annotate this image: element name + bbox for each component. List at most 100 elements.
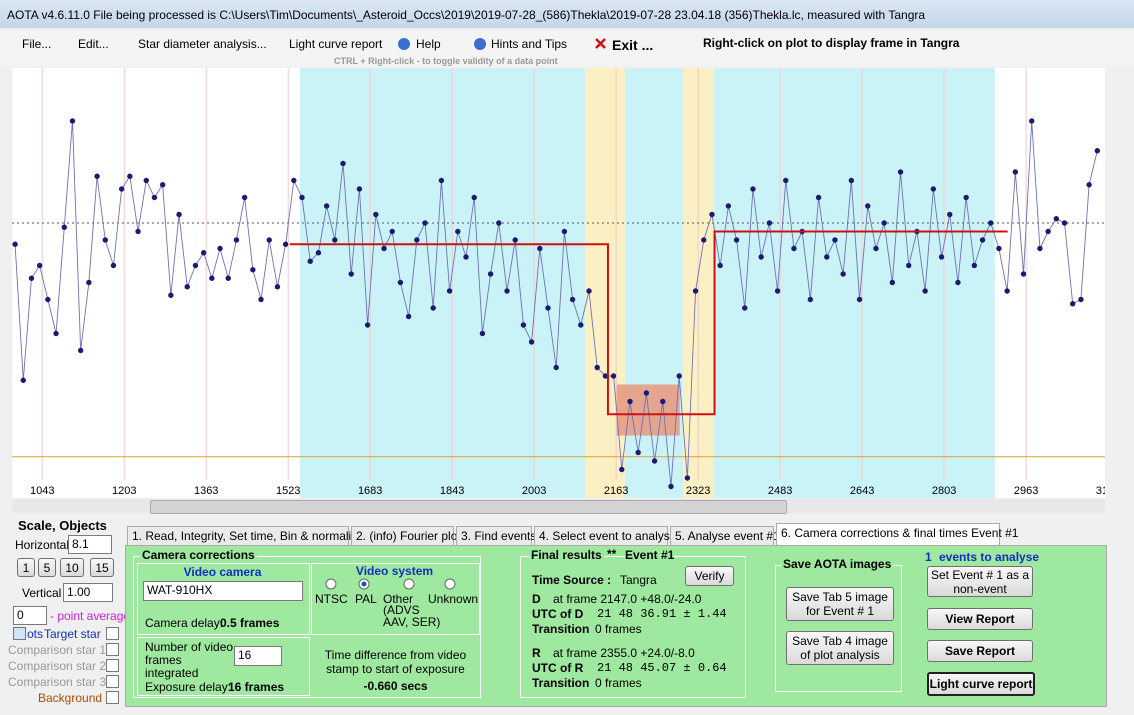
frames-select[interactable]: 16: [234, 646, 282, 666]
label: 1: [925, 550, 932, 564]
data-point: [94, 173, 100, 179]
vertical-input[interactable]: 1.00: [63, 583, 113, 602]
data-point: [766, 220, 773, 226]
save-report-button[interactable]: Save Report: [927, 640, 1033, 662]
menu-item[interactable]: File...: [22, 37, 52, 51]
menu-item[interactable]: Light curve report: [289, 37, 383, 51]
data-point: [315, 250, 322, 256]
data-point: [758, 254, 764, 260]
data-point: [676, 373, 682, 379]
data-point: [69, 118, 76, 124]
data-point: [1070, 301, 1076, 307]
radio-label[interactable]: Unknown: [428, 592, 479, 606]
title-bar: [0, 0, 1134, 28]
data-point: [496, 220, 502, 226]
plot-hint: Right-click on plot to display frame in …: [703, 36, 960, 50]
data-point: [176, 211, 182, 218]
data-point: [733, 237, 740, 243]
checkbox[interactable]: [106, 675, 119, 688]
radios[interactable]: [311, 577, 478, 591]
camera-select[interactable]: WAT-910HX: [143, 581, 303, 601]
radio-label[interactable]: Other: [383, 592, 414, 606]
data-point: [1061, 220, 1068, 226]
lc-report-button[interactable]: Light curve report: [927, 672, 1035, 696]
menu-item[interactable]: Hints and Tips: [491, 37, 568, 51]
data-point: [635, 449, 641, 456]
data-point: [118, 186, 125, 192]
data-point: [36, 262, 43, 269]
checkbox[interactable]: [106, 691, 119, 704]
checkbox[interactable]: [106, 643, 119, 656]
window-title: AOTA v4.6.11.0 File being processed is C…: [7, 8, 926, 22]
scale-button[interactable]: 10: [60, 558, 84, 577]
data-point: [922, 288, 928, 294]
horizontal-input[interactable]: 8.1: [68, 535, 112, 554]
data-point: [282, 241, 289, 247]
light-curve-plot[interactable]: 1043 1203 1363 1523 1683 1843 2003 2163 2323 2483…: [12, 68, 1105, 498]
data-point: [159, 182, 166, 188]
group-box: [137, 563, 310, 635]
data-point: [840, 271, 846, 277]
data-point: [569, 296, 576, 303]
label: Time Source :: [532, 573, 612, 587]
radio-label[interactable]: PAL: [355, 592, 377, 606]
radio-label[interactable]: NTSC: [315, 592, 348, 606]
data-point: [791, 245, 797, 252]
checkbox[interactable]: [106, 627, 119, 640]
data-point: [356, 186, 363, 192]
data-point: [610, 373, 617, 379]
scale-button[interactable]: 5: [38, 558, 56, 577]
data-point: [684, 475, 691, 481]
data-point: [1094, 148, 1101, 154]
value: Tangra: [620, 573, 657, 587]
data-point: [151, 194, 158, 201]
label: Transition: [532, 622, 590, 636]
value: -0.660 secs: [363, 679, 428, 693]
data-point: [438, 177, 445, 184]
data-point: [881, 220, 887, 226]
x-tick-label: 1843: [440, 485, 464, 497]
tab[interactable]: 1. Read, Integrity, Set time, Bin & norm…: [127, 526, 364, 545]
menu-item[interactable]: Exit ...: [612, 37, 654, 53]
tab[interactable]: 3. Find events: [456, 526, 536, 545]
menu-item[interactable]: Help: [416, 37, 441, 51]
group-box: [133, 556, 481, 698]
data-point: [381, 245, 387, 252]
verify-button[interactable]: Verify: [685, 566, 734, 586]
non-event-button[interactable]: Set Event # 1 as a non-event: [927, 566, 1033, 597]
data-point: [1012, 169, 1019, 175]
view-report-button[interactable]: View Report: [927, 608, 1033, 630]
menu-item[interactable]: Star diameter analysis...: [138, 37, 267, 51]
tab[interactable]: 4. Select event to analyse: [534, 526, 676, 545]
checkbox[interactable]: [13, 627, 26, 640]
data-point: [241, 194, 248, 201]
tab[interactable]: 2. (info) Fourier plot: [351, 526, 461, 545]
scale-button[interactable]: 1: [17, 558, 35, 577]
save-tab5-button[interactable]: Save Tab 5 image for Event # 1: [786, 587, 894, 621]
point-average-select[interactable]: 0: [13, 606, 47, 625]
data-point: [1029, 118, 1035, 124]
hints-icon: [474, 38, 486, 50]
label: Horizontal: [15, 538, 70, 552]
menu-item[interactable]: Edit...: [78, 37, 109, 51]
data-point: [340, 160, 346, 167]
tab[interactable]: 5. Analyse event #1: [670, 526, 780, 545]
data-point: [307, 258, 313, 264]
data-point: [28, 275, 35, 281]
scale-button[interactable]: 15: [90, 558, 114, 577]
label: D: [532, 592, 541, 606]
data-point: [709, 211, 715, 218]
tab-active[interactable]: 6. Camera corrections & final times Even…: [776, 523, 1018, 545]
value: 16 frames: [228, 680, 285, 694]
value: at frame 2355.0 +24.0/-8.0: [553, 646, 695, 660]
save-tab4-button[interactable]: Save Tab 4 image of plot analysis: [786, 631, 894, 665]
data-point: [971, 262, 978, 269]
group-title: Camera corrections: [140, 548, 257, 562]
checkbox[interactable]: [106, 659, 119, 672]
data-point: [807, 296, 814, 303]
x-tick-label: 2963: [1014, 485, 1038, 497]
data-point: [717, 262, 723, 269]
data-point: [938, 254, 945, 260]
scroll-thumb[interactable]: [150, 500, 787, 514]
data-point: [504, 288, 510, 294]
